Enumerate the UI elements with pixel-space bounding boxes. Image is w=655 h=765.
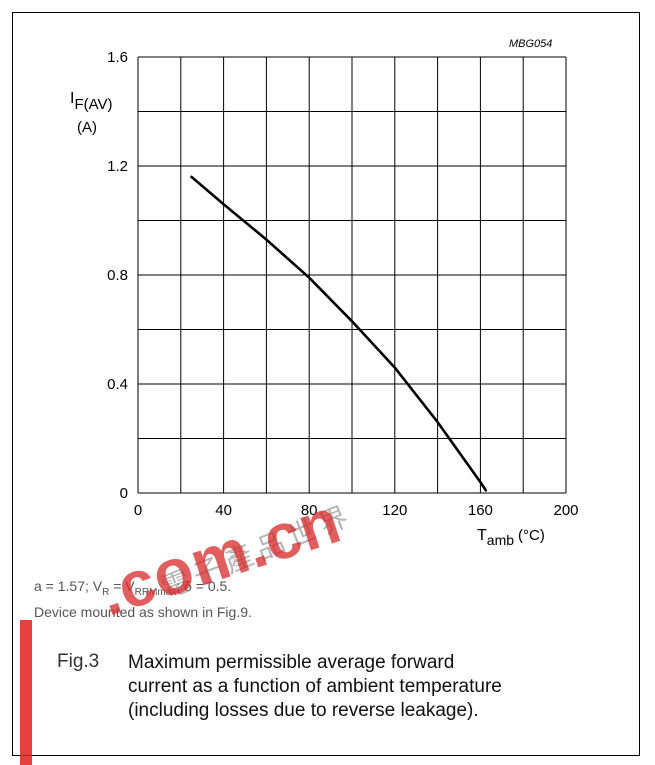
- x-tick-label: 160: [468, 502, 493, 519]
- conditions-eq: = V: [109, 578, 135, 594]
- figure-frame: [12, 12, 640, 756]
- caption-label: Fig.3: [57, 651, 100, 672]
- figure-code: MBG054: [509, 38, 553, 50]
- x-axis-label: Tamb (°C): [477, 527, 545, 548]
- caption-line-1: Maximum permissible average forward: [128, 652, 455, 673]
- y-tick-label: 1.2: [107, 158, 128, 175]
- x-tick-label: 120: [382, 502, 407, 519]
- conditions-rrm-sub: RRMmax: [134, 586, 177, 598]
- y-tick-label: 0.4: [107, 376, 128, 393]
- y-axis-unit: (A): [77, 119, 97, 136]
- caption-text: Maximum permissible average forward curr…: [128, 651, 628, 723]
- x-tick-label: 200: [553, 502, 578, 519]
- y-tick-label: 1.6: [107, 49, 128, 66]
- series-line: [190, 175, 488, 492]
- x-tick-label: 40: [215, 502, 232, 519]
- mounting-note: Device mounted as shown in Fig.9.: [34, 604, 252, 620]
- watermark-bar: [20, 620, 32, 765]
- x-tick-label: 80: [301, 502, 318, 519]
- y-tick-label: 0.8: [107, 267, 128, 284]
- conditions-r-sub: R: [102, 586, 110, 598]
- y-tick-label: 0: [120, 485, 128, 502]
- x-tick-label: 0: [134, 502, 142, 519]
- caption-line-2: current as a function of ambient tempera…: [128, 676, 502, 697]
- conditions-a: a = 1.57; V: [34, 578, 103, 594]
- conditions-delta: ; δ = 0.5.: [176, 578, 232, 594]
- caption-line-3: (including losses due to reverse leakage…: [128, 700, 479, 721]
- conditions-line: a = 1.57; VR = VRRMmax; δ = 0.5.: [34, 578, 231, 598]
- y-axis-label: IF(AV): [70, 90, 113, 113]
